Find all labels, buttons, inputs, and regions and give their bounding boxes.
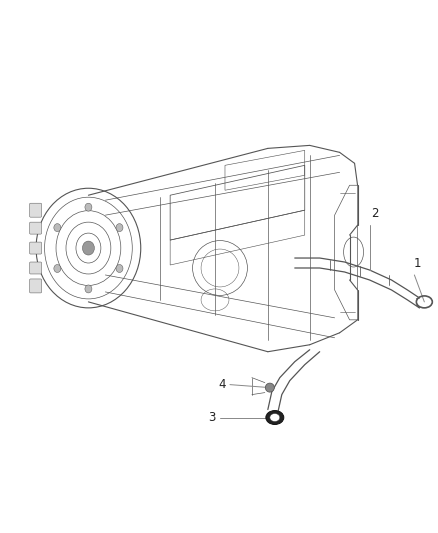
FancyBboxPatch shape [30, 222, 42, 234]
Text: 3: 3 [208, 411, 216, 424]
FancyBboxPatch shape [30, 262, 42, 274]
Ellipse shape [54, 224, 61, 232]
FancyBboxPatch shape [30, 203, 42, 217]
Ellipse shape [82, 241, 95, 255]
Ellipse shape [85, 203, 92, 211]
Ellipse shape [116, 224, 123, 232]
Ellipse shape [54, 264, 61, 272]
Ellipse shape [266, 410, 284, 424]
Ellipse shape [265, 383, 274, 392]
Text: 4: 4 [219, 378, 226, 391]
Ellipse shape [116, 264, 123, 272]
Ellipse shape [85, 285, 92, 293]
Text: 1: 1 [413, 257, 421, 270]
FancyBboxPatch shape [30, 242, 42, 254]
Ellipse shape [270, 414, 280, 422]
FancyBboxPatch shape [30, 279, 42, 293]
Text: 2: 2 [371, 207, 379, 220]
